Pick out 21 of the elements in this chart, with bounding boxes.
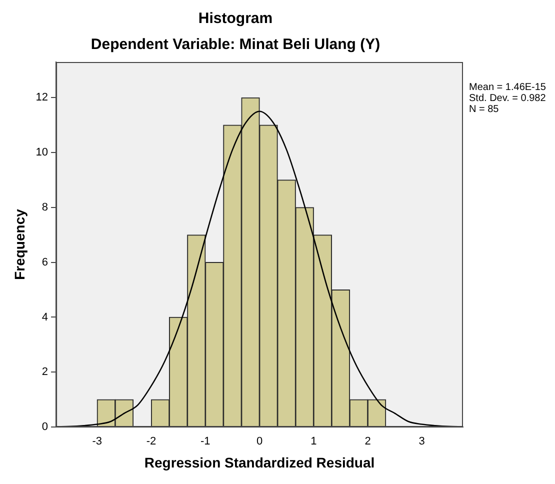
x-tick-label: -3 [92, 436, 102, 448]
y-tick-label: 2 [42, 366, 48, 378]
text: Mean = 1.46E-15 [469, 82, 546, 93]
chart-subtitle: Dependent Variable: Minat Beli Ulang (Y) [90, 36, 380, 54]
text: N = 85 [469, 104, 500, 115]
x-tick-label: -1 [200, 436, 210, 448]
x-tick-label: 2 [364, 436, 371, 448]
x-tick-label: 3 [418, 436, 425, 448]
chart-title: Histogram [198, 10, 273, 28]
x-tick-label: 1 [310, 436, 317, 448]
y-tick-label: 4 [42, 311, 48, 324]
y-tick-label: 10 [36, 146, 48, 159]
y-tick-label: 8 [42, 201, 48, 214]
y-tick-label: 12 [36, 92, 48, 104]
x-axis-title: Regression Standardized Residual [144, 454, 375, 470]
y-tick-label: 0 [42, 421, 48, 434]
y-axis-title: Frequency [11, 208, 28, 280]
x-tick-label: -2 [146, 436, 156, 448]
text: Std. Dev. = 0.982 [469, 92, 546, 104]
y-tick-label: 6 [42, 256, 48, 268]
x-tick-label: 0 [256, 436, 263, 448]
